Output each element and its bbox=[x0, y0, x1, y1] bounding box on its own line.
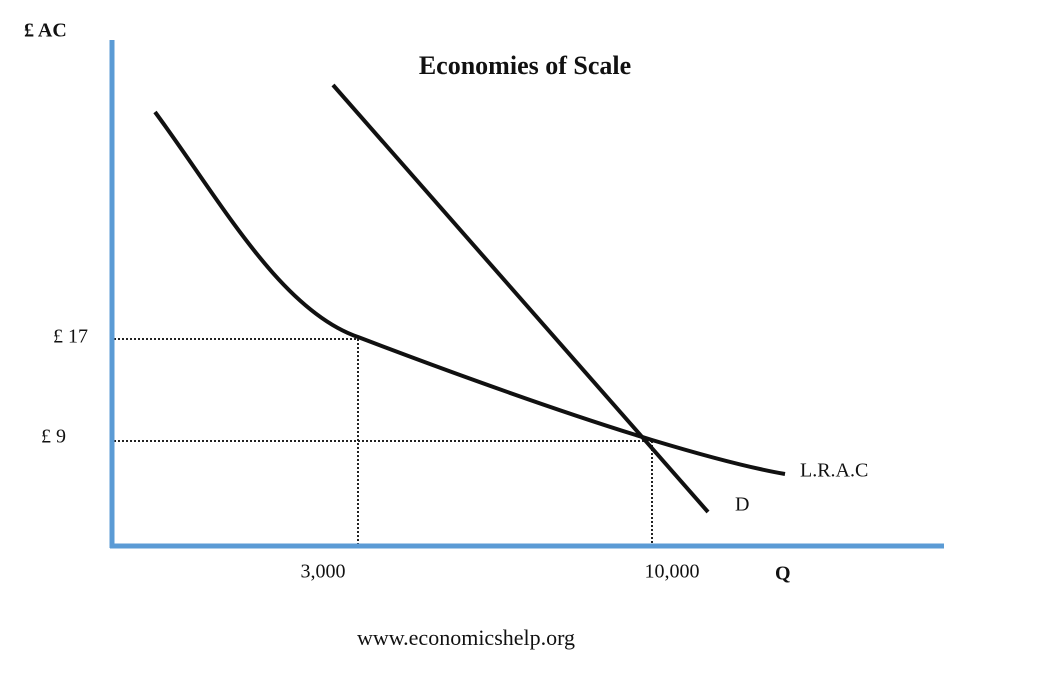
x-marker: 10,000 bbox=[645, 561, 700, 583]
y-marker: £ 9 bbox=[41, 426, 66, 448]
lrac-curve bbox=[153, 110, 786, 476]
x-axis-label: Q bbox=[775, 563, 791, 585]
demand-label: D bbox=[735, 494, 749, 516]
demand-curve bbox=[331, 83, 710, 514]
title: Economies of Scale bbox=[419, 51, 631, 80]
guide-lines bbox=[114, 338, 653, 544]
y-marker: £ 17 bbox=[53, 326, 88, 348]
x-marker: 3,000 bbox=[301, 561, 346, 583]
lrac-label: L.R.A.C bbox=[800, 460, 868, 482]
footer: www.economicshelp.org bbox=[357, 625, 575, 650]
y-axis-label: £ AC bbox=[24, 20, 67, 42]
